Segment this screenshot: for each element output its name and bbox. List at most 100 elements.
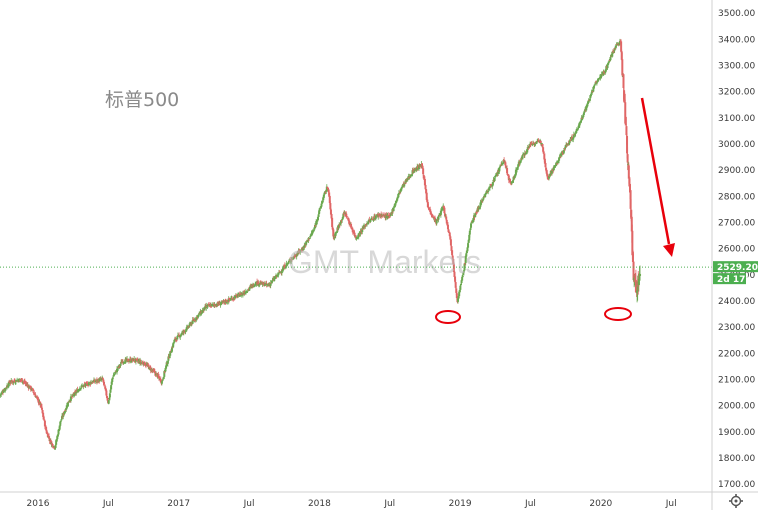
- candle-body: [620, 41, 623, 52]
- candle-body: [110, 385, 113, 390]
- candle-body: [556, 160, 559, 164]
- candle-body: [634, 274, 637, 282]
- candle-body: [248, 286, 251, 289]
- candle-body: [312, 230, 315, 232]
- candle-body: [554, 164, 557, 166]
- candle-body: [248, 288, 251, 290]
- low-marker-2020: [604, 307, 632, 321]
- candle-body: [103, 384, 106, 386]
- candle-body: [224, 300, 227, 303]
- candle-body: [482, 197, 485, 200]
- countdown-label: 2d 17h: [717, 275, 752, 285]
- y-tick-label: 2300.00: [718, 323, 755, 333]
- candle-body: [606, 64, 609, 69]
- candle-body: [109, 389, 112, 393]
- candle-body: [561, 152, 564, 154]
- candle-body: [490, 184, 493, 186]
- candle-body: [169, 351, 172, 356]
- candle-body: [351, 228, 354, 230]
- candle-body: [29, 385, 32, 390]
- candle-body: [627, 165, 630, 179]
- candle-body: [386, 215, 389, 218]
- candle-body: [414, 168, 417, 170]
- candle-body: [511, 181, 514, 183]
- candle-body: [34, 394, 37, 398]
- candle-body: [173, 339, 176, 343]
- candle-body: [454, 282, 457, 288]
- x-tick-label: 2020: [589, 499, 612, 509]
- candle-body: [353, 232, 356, 237]
- candle-body: [318, 208, 321, 211]
- candle-body: [134, 358, 137, 362]
- candle-body: [351, 229, 354, 233]
- candle-body: [20, 378, 23, 382]
- candle-body: [310, 233, 313, 236]
- candle-body: [103, 381, 106, 385]
- candle-body: [636, 290, 639, 294]
- candle-body: [437, 216, 440, 220]
- candle-body: [130, 361, 133, 363]
- candle-body: [608, 59, 611, 61]
- candle-body: [639, 274, 642, 276]
- candle-body: [285, 266, 288, 268]
- candle-body: [506, 173, 509, 175]
- candle-body: [416, 166, 419, 169]
- candle-body: [60, 419, 63, 421]
- candle-body: [176, 336, 179, 340]
- candle-body: [453, 271, 456, 277]
- candle-body: [590, 92, 593, 95]
- candle-body: [603, 72, 606, 74]
- candle-body: [191, 320, 194, 324]
- candle-body: [316, 216, 319, 221]
- candle-body: [106, 397, 109, 401]
- candle-body: [52, 446, 55, 448]
- chart-title: 标普500: [105, 89, 179, 111]
- candle-body: [426, 202, 429, 208]
- candle-body: [519, 160, 522, 162]
- candle-body: [607, 61, 610, 64]
- candle-body: [512, 176, 515, 181]
- candle-body: [361, 228, 364, 230]
- candle-body: [516, 166, 519, 168]
- candle-body: [491, 182, 494, 186]
- candle-body: [44, 426, 47, 428]
- candle-body: [410, 174, 413, 176]
- candle-body: [494, 176, 497, 178]
- candle-body: [587, 101, 590, 104]
- candle-body: [441, 209, 444, 211]
- candle-body: [594, 83, 597, 85]
- candle-body: [111, 378, 114, 383]
- x-tick-label: Jul: [102, 499, 114, 509]
- candle-body: [364, 225, 367, 227]
- candle-body: [287, 260, 290, 262]
- candle-body: [306, 239, 309, 241]
- candle-body: [552, 167, 555, 171]
- candle-body: [565, 144, 568, 146]
- y-tick-label: 1800.00: [718, 454, 755, 464]
- candle-body: [468, 234, 471, 241]
- candle-body: [313, 227, 316, 230]
- candle-body: [459, 283, 462, 286]
- candle-body: [531, 144, 534, 146]
- candle-body: [32, 392, 35, 394]
- candle-body: [429, 211, 432, 214]
- candle-body: [38, 402, 41, 404]
- candle-body: [430, 213, 433, 216]
- candle-body: [178, 334, 181, 336]
- candle-body: [257, 281, 260, 285]
- candle-body: [53, 448, 56, 450]
- candle-body: [180, 334, 183, 336]
- candle-body: [336, 227, 339, 232]
- candle-body: [582, 112, 585, 116]
- candle-body: [79, 387, 82, 389]
- candle-body: [593, 85, 596, 87]
- candle-body: [121, 361, 124, 363]
- candle-body: [46, 433, 49, 438]
- annotations: [435, 97, 675, 324]
- candle-body: [425, 189, 428, 194]
- settings-icon[interactable]: [729, 494, 743, 508]
- candle-body: [373, 216, 376, 219]
- candle-body: [65, 405, 68, 409]
- candle-body: [57, 429, 60, 435]
